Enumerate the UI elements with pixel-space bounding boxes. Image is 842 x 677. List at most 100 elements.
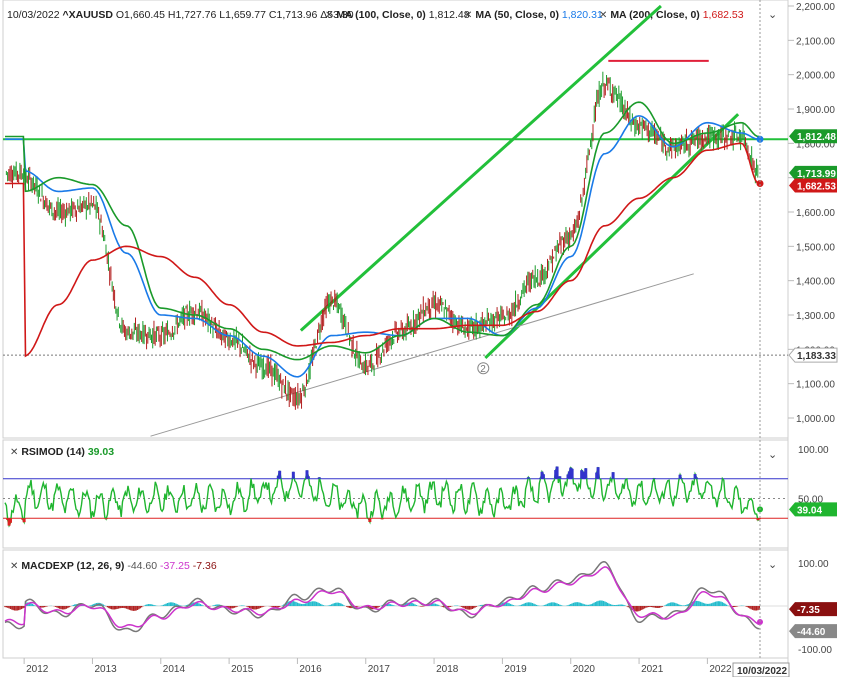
rsi-tag-bg	[789, 502, 837, 517]
header-low: L1,659.77	[219, 9, 266, 21]
x-tick-label: 2018	[436, 664, 459, 675]
y-tick-label: 1,300.00	[796, 311, 835, 322]
macd-tag-bg	[789, 624, 837, 639]
x-tick-label: 2015	[231, 664, 254, 675]
ma100-value: 1,812.48	[428, 9, 470, 21]
cursor-date-label: 10/03/2022	[737, 666, 787, 677]
y-tick-label: 1,800.00	[796, 139, 835, 150]
y-tick-label: 1,900.00	[796, 105, 835, 116]
close-icon[interactable]: ✕	[10, 561, 19, 572]
macd-series	[3, 561, 788, 633]
macd-tick-label: -100.00	[798, 645, 832, 656]
header-high: H1,727.76	[167, 9, 217, 21]
chevron-down-icon[interactable]: ⌄	[768, 449, 777, 461]
y-tick-label: 2,000.00	[796, 71, 835, 82]
ma200-label: MA (200, Close, 0)	[610, 9, 700, 21]
close-icon[interactable]: ✕	[325, 10, 334, 21]
panel-frames	[2, 0, 789, 677]
y-tick-label: 2,100.00	[796, 36, 835, 47]
y-tick-label: 1,600.00	[796, 208, 835, 219]
macd-value-3: -7.36	[192, 560, 217, 572]
lower-channel-line	[484, 113, 740, 359]
rsi-series	[3, 466, 788, 528]
macd-signal-line	[4, 566, 760, 629]
macd-title: MACDEXP (12, 26, 9)	[21, 560, 125, 572]
x-tick-label: 2016	[299, 664, 322, 675]
support-tag-bg	[789, 348, 837, 363]
value-tags: 1,812.48 1,713.99 1,682.53 1,183.33 39.04 -7.…	[788, 129, 838, 639]
ma50-value: 1,820.31	[561, 9, 603, 21]
cursor-date-box	[732, 662, 790, 677]
macd-signal-tag: -7.35	[797, 605, 820, 616]
ma50-line	[5, 101, 760, 361]
ma50-label: MA (50, Close, 0)	[475, 9, 559, 21]
chevron-down-icon[interactable]: ⌄	[768, 9, 777, 21]
x-tick-label: 2019	[504, 664, 527, 675]
rsi-legend[interactable]: ✕ RSIMOD (14) 39.03	[10, 446, 114, 458]
ma100-line	[5, 115, 760, 378]
macd-tick-label: 100.00	[798, 559, 829, 570]
x-axis: 2012 2013 2014 2015 2016 2017 2018 2019 2020 2021…	[23, 0, 790, 677]
header-open: O1,660.45	[115, 9, 165, 21]
event-marker	[477, 362, 490, 375]
x-tick-label: 2012	[26, 664, 49, 675]
macd-tag: -44.60	[797, 627, 826, 638]
macd-signal-tag-bg	[789, 602, 837, 617]
x-tick-label: 2022	[709, 664, 732, 675]
rsi-tick-label: 50.00	[798, 495, 823, 506]
macd-legend[interactable]: ✕ MACDEXP (12, 26, 9) -44.60 -37.25 -7.3…	[10, 560, 217, 572]
y-tick-label: 1,500.00	[796, 242, 835, 253]
chevron-down-icon[interactable]: ⌄	[768, 559, 777, 571]
close-icon[interactable]: ✕	[599, 10, 608, 21]
rsi-title: RSIMOD (14)	[21, 446, 85, 458]
ma100-label: MA (100, Close, 0)	[336, 9, 426, 21]
header-close: C1,713.96	[268, 9, 318, 21]
macd-value-2: -37.25	[160, 560, 190, 572]
x-tick-label: 2021	[641, 664, 664, 675]
close-tag: 1,713.99	[797, 169, 836, 180]
y-tick-label: 1,000.00	[796, 414, 835, 425]
y-tick-label: 2,200.00	[796, 2, 835, 13]
price-series	[5, 71, 764, 410]
header-change: Δ53.30	[320, 9, 354, 21]
event-marker-label: 2	[480, 364, 486, 375]
x-tick-label: 2013	[94, 664, 117, 675]
macd-line	[4, 561, 760, 633]
header-symbol[interactable]: ^XAUUSD	[62, 9, 113, 21]
upper-channel-line	[299, 4, 662, 332]
x-tick-label: 2017	[368, 664, 391, 675]
macd-value-1: -44.60	[127, 560, 158, 572]
ma100-tag: 1,812.48	[797, 132, 836, 143]
rsi-tick-label: 100.00	[798, 445, 829, 456]
ma50-legend[interactable]: ✕ MA (50, Close, 0) 1,820.31	[464, 9, 603, 21]
support-tag-border	[788, 347, 838, 363]
rsi-line	[4, 466, 760, 528]
header-date: 10/03/2022	[7, 9, 60, 21]
y-axis: 2,200.00 2,100.00 2,000.00 1,900.00 1,800.00…	[788, 2, 835, 656]
ma100-legend[interactable]: ✕ MA (100, Close, 0) 1,812.48	[325, 9, 470, 21]
ma200-line	[5, 142, 760, 358]
support-tag: 1,183.33	[797, 351, 836, 362]
x-tick-label: 2014	[163, 664, 186, 675]
ma200-tag-bg	[789, 178, 837, 193]
y-tick-label: 1,100.00	[796, 380, 835, 391]
close-icon[interactable]: ✕	[10, 447, 19, 458]
ma100-end-dot	[756, 135, 764, 143]
rsi-value: 39.03	[87, 446, 115, 458]
ma200-legend[interactable]: ✕ MA (200, Close, 0) 1,682.53	[599, 9, 744, 21]
macd-end-dot	[757, 619, 763, 626]
x-tick-label: 2020	[573, 664, 596, 675]
ma100-tag-bg	[789, 129, 837, 144]
rsi-tag: 39.04	[797, 505, 822, 516]
ma200-value: 1,682.53	[702, 9, 744, 21]
ma200-end-dot	[756, 180, 764, 188]
drawn-trendlines: 2	[3, 4, 788, 437]
y-tick-label: 1,400.00	[796, 277, 835, 288]
price-header: 10/03/2022 ^XAUUSD O1,660.45 H1,727.76 L…	[7, 9, 354, 21]
long-term-trendline	[150, 273, 694, 437]
close-icon[interactable]: ✕	[464, 10, 473, 21]
close-tag-bg	[789, 165, 837, 180]
ma200-tag: 1,682.53	[797, 182, 836, 193]
